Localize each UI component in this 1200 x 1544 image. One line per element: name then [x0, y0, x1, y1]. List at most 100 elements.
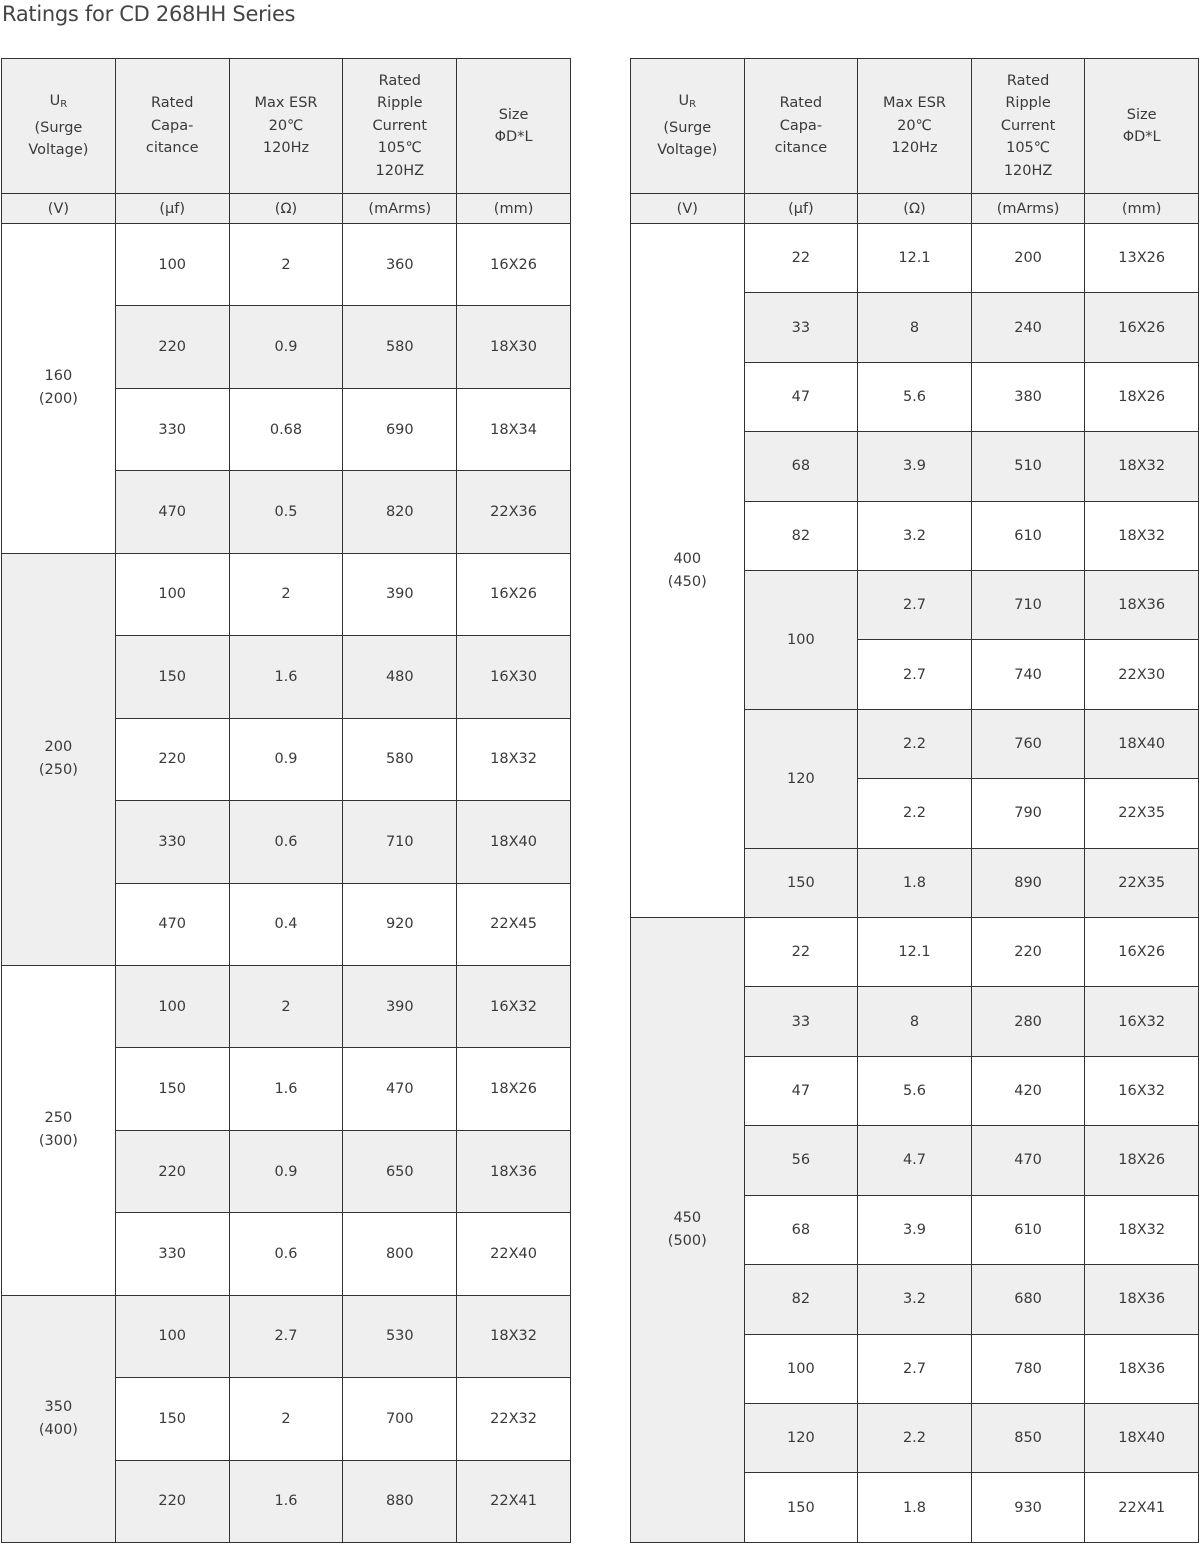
esr-cell: 2.2 [857, 708, 972, 780]
esr-cell: 0.5 [228, 470, 344, 554]
capacitance-cell: 56 [743, 1125, 859, 1196]
surge-voltage: (300) [38, 1133, 78, 1150]
header-line: citance [774, 140, 828, 157]
size-cell: 18X26 [456, 1047, 571, 1131]
voltage-cell: 200 (250) [1, 552, 116, 966]
ripple-current-cell: 580 [342, 305, 458, 389]
ripple-current-cell: 790 [970, 778, 1086, 849]
esr-cell: 2.2 [857, 1402, 972, 1474]
ripple-current-cell: 780 [970, 1333, 1086, 1404]
ripple-current-cell: 740 [970, 639, 1086, 710]
size-cell: 22X41 [456, 1459, 571, 1544]
voltage-cell: 400 (450) [630, 222, 745, 919]
ripple-current-cell: 680 [970, 1264, 1086, 1335]
table-row: 82 3.2 610 18X32 [631, 500, 1199, 572]
header-line: 120Hz [262, 140, 310, 157]
table-row: 200 (250) 100 2 390 16X26 [1, 552, 571, 966]
esr-cell: 12.1 [857, 917, 972, 988]
capacitance-cell: 330 [114, 387, 230, 472]
header-line: Max ESR [882, 95, 946, 112]
ripple-current-cell: 930 [970, 1472, 1086, 1543]
esr-cell: 5.6 [857, 1055, 972, 1127]
header-line: Capa- [151, 117, 194, 134]
table-row: 150 1.6 480 16X30 [2, 635, 571, 719]
unit-header: (mm) [456, 193, 571, 224]
column-header: Max ESR 20℃ 120Hz [228, 58, 344, 194]
ripple-current-cell: 420 [970, 1055, 1086, 1127]
header-line: Size [1126, 106, 1157, 123]
header-line: (Surge [34, 119, 83, 136]
table-row: 250 (300) 100 2 390 16X32 [1, 964, 571, 1296]
column-header: Size ΦD*L [1084, 58, 1199, 194]
esr-cell: 8 [857, 292, 972, 363]
table-row: 330 0.6 710 18X40 [2, 800, 571, 884]
table-row: 47 5.6 420 16X32 [631, 1055, 1199, 1127]
table-row: 100 2.7 710 18X36 [631, 570, 1199, 710]
column-header: Rated Capa-citance [743, 58, 859, 194]
capacitance-cell: 22 [743, 917, 859, 988]
ripple-current-cell: 470 [342, 1047, 458, 1131]
voltage-cell: 350 (400) [1, 1294, 116, 1544]
table-row: 2.7 740 22X30 [631, 639, 1199, 710]
column-header: UR (Surge Voltage) [630, 58, 745, 194]
size-cell: 18X32 [1084, 1194, 1199, 1266]
capacitance-cell: 220 [114, 1129, 230, 1214]
capacitance-cell: 220 [114, 305, 230, 389]
header-line: Current [372, 117, 428, 134]
esr-cell: 8 [857, 986, 972, 1057]
column-header: UR (Surge Voltage) [1, 58, 116, 194]
ripple-current-cell: 220 [970, 917, 1086, 988]
esr-cell: 0.9 [228, 1129, 344, 1214]
header-line: Ripple [1005, 95, 1051, 112]
header-line: 20℃ [897, 117, 932, 134]
capacitance-cell: 82 [743, 500, 859, 572]
size-cell: 18X36 [1084, 1333, 1199, 1404]
header-line: Rated [378, 72, 422, 89]
size-cell: 22X36 [456, 470, 571, 554]
surge-voltage: (400) [38, 1421, 78, 1438]
size-cell: 18X32 [1084, 500, 1199, 572]
esr-cell: 0.6 [228, 1212, 344, 1296]
rated-voltage: 250 [44, 1110, 73, 1127]
capacitance-cell: 33 [743, 986, 859, 1057]
esr-cell: 2.2 [857, 778, 972, 849]
size-cell: 16X26 [456, 222, 571, 307]
unit-header: (mArms) [970, 193, 1086, 224]
capacitance-cell: 100 [114, 222, 230, 307]
table-row: 2.2 790 22X35 [631, 778, 1199, 849]
voltage-cell: 160 (200) [1, 223, 116, 554]
header-line: (Surge [663, 119, 712, 136]
page-title: Ratings for CD 268HH Series [2, 2, 296, 26]
header-line: Size [498, 106, 529, 123]
ripple-current-cell: 510 [970, 431, 1086, 502]
table-row: 33 8 280 16X32 [631, 986, 1199, 1057]
unit-header: (V) [630, 193, 745, 224]
size-cell: 16X26 [456, 552, 571, 637]
size-cell: 22X32 [456, 1377, 571, 1461]
table-row: 330 0.6 800 22X40 [2, 1212, 571, 1296]
size-cell: 18X32 [1084, 431, 1199, 502]
esr-cell: 0.68 [228, 387, 344, 472]
header-line: Voltage) [28, 142, 89, 159]
esr-cell: 2 [228, 552, 344, 637]
unit-header: (V) [1, 193, 116, 224]
ripple-current-cell: 850 [970, 1402, 1086, 1474]
capacitance-cell: 150 [743, 847, 859, 919]
surge-voltage: (450) [667, 573, 707, 590]
column-header: Rated Ripple Current 105℃ 120HZ [342, 58, 458, 194]
capacitance-cell: 68 [743, 1194, 859, 1266]
header-line: citance [145, 140, 199, 157]
esr-cell: 2 [228, 1377, 344, 1461]
rated-voltage: 350 [44, 1398, 73, 1415]
ripple-current-cell: 380 [970, 361, 1086, 433]
ripple-current-cell: 800 [342, 1212, 458, 1296]
table-row: 160 (200) 100 2 360 16X26 [1, 222, 571, 554]
ripple-current-cell: 610 [970, 1194, 1086, 1266]
unit-header: (Ω) [228, 193, 344, 224]
size-cell: 22X35 [1084, 847, 1199, 919]
size-cell: 18X40 [1084, 1402, 1199, 1474]
capacitance-cell: 150 [114, 1047, 230, 1131]
surge-voltage: (200) [38, 391, 78, 408]
unit-header: (Ω) [857, 193, 972, 224]
header-line: Rated [1006, 72, 1050, 89]
